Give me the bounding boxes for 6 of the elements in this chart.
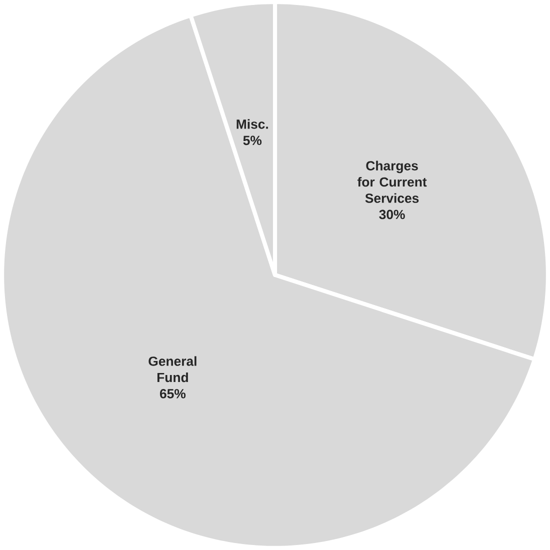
slice-label: Charges for Current Services: [357, 160, 427, 203]
data-label: 5%: [243, 136, 262, 146]
data-label: 30%: [379, 210, 405, 220]
slice-label: General Fund: [148, 356, 196, 382]
data-label: 65%: [160, 389, 186, 398]
slice-label: Misc.: [236, 119, 268, 129]
